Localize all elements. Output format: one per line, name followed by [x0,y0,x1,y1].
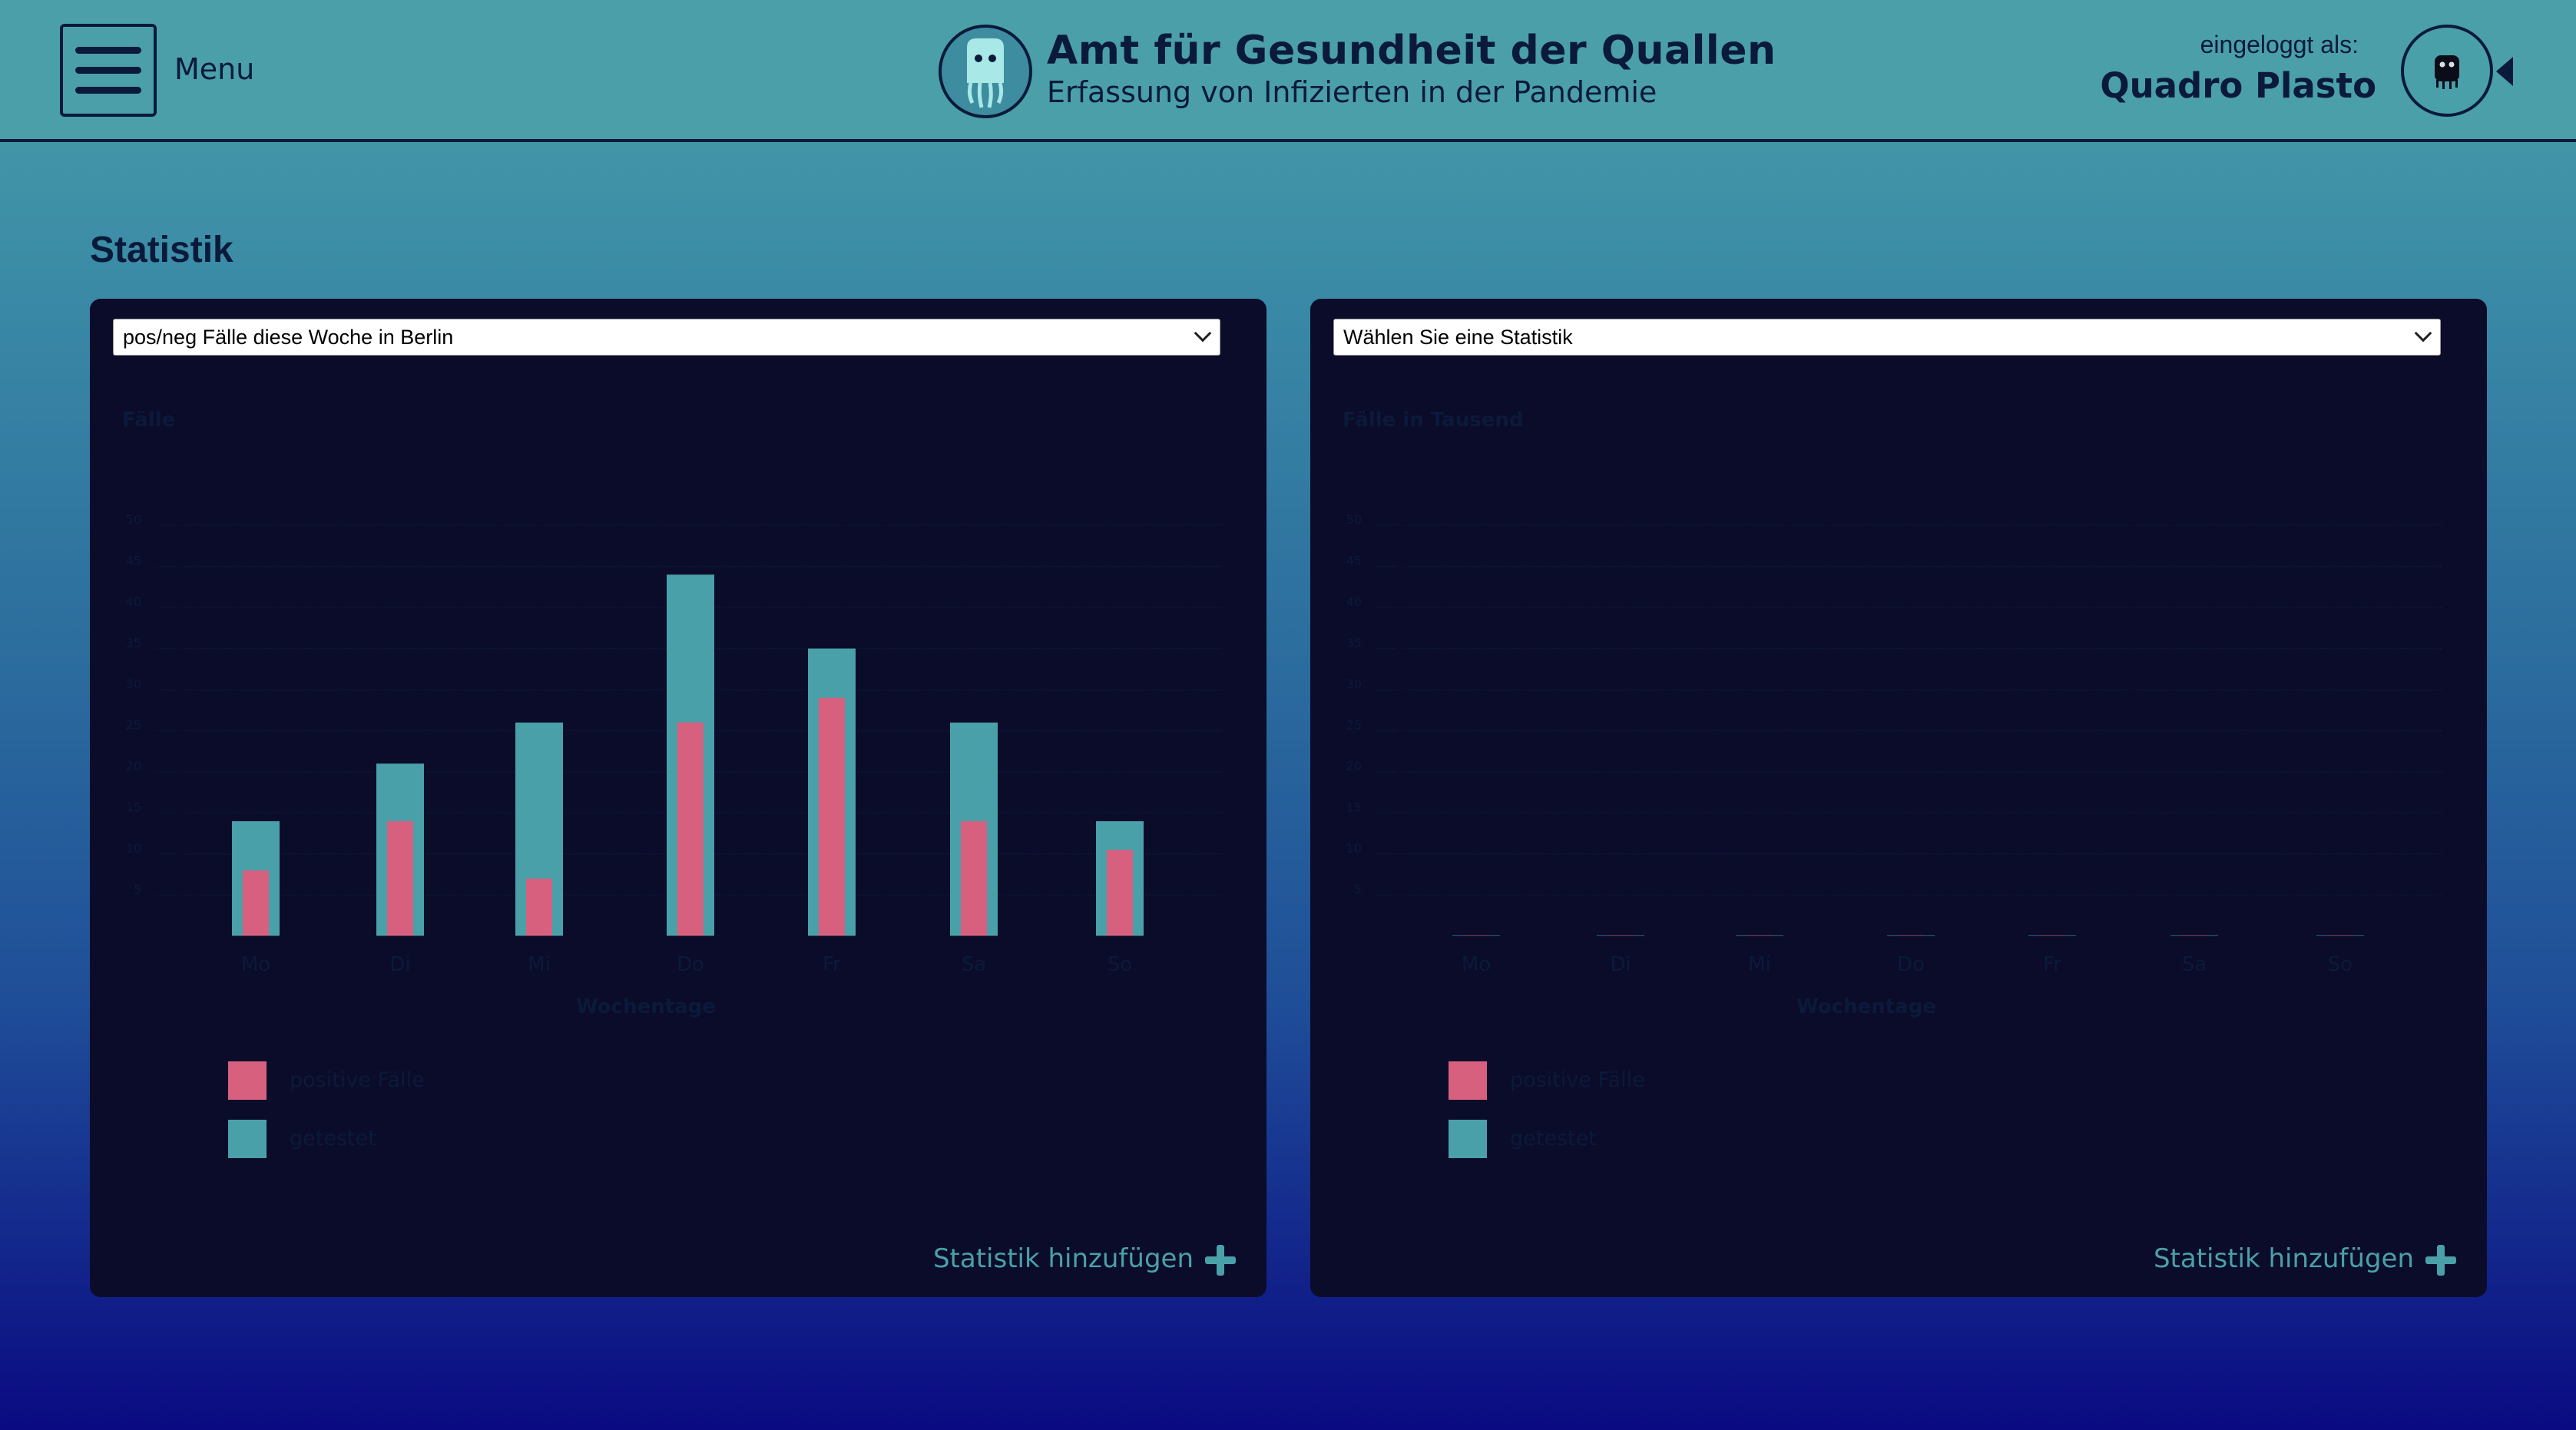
select-value: pos/neg Fälle diese Woche in Berlin [123,326,454,349]
bar-positive [387,821,413,936]
chart-area: Fälle in Tausend 5 10 15 20 25 30 35 40 45 50 Mo Di M… [1313,376,2484,1225]
y-tick-label: 15 [1346,800,1362,815]
y-tick-label: 30 [126,677,141,691]
x-tick-label: Do [677,953,704,976]
plus-icon[interactable] [2425,1245,2456,1276]
app-title: Amt für Gesundheit der Quallen [1047,28,1776,74]
legend-label: positive Fälle [1510,1068,1645,1092]
menu-line [75,67,141,74]
menu-label[interactable]: Menu [174,52,255,86]
legend-label: positive Fälle [290,1068,425,1092]
bar-positive [961,821,987,936]
top-bar: Menu Amt für Gesundheit der Quallen Erfa… [0,0,2576,142]
panel-header: pos/neg Fälle diese Woche in Berlin [90,299,1266,376]
legend-swatch [1449,1120,1487,1158]
y-tick-label: 5 [1354,882,1362,897]
y-tick-label: 20 [1346,759,1362,773]
legend-swatch [228,1120,267,1158]
x-tick-label: Mi [528,953,551,976]
statistic-panel: pos/neg Fälle diese Woche in Berlin Fäll… [90,299,1266,1297]
panel-footer: Statistik hinzufügen [1310,1225,2487,1297]
add-statistic-button[interactable]: Statistik hinzufügen [2153,1243,2414,1274]
x-tick-label: Do [1897,953,1925,976]
bar-positive [1463,935,1489,936]
user-avatar-icon[interactable] [2401,25,2493,117]
y-tick-label: 10 [126,841,141,856]
x-tick-label: Mi [1748,953,1771,976]
jellyfish-logo-icon [939,25,1032,118]
y-tick-label: 45 [126,554,141,568]
add-statistic-button[interactable]: Statistik hinzufügen [932,1243,1194,1274]
y-tick-label: 50 [1346,512,1362,527]
bar-positive [1107,849,1133,936]
chart-area: Fälle 5 10 15 20 25 30 35 40 45 50 Mo Di Mi Do Fr Sa So Wo… [93,376,1263,1225]
bar-positive [819,697,845,936]
user-name: Quadro Plasto [2100,65,2376,106]
bar-chart: Fälle 5 10 15 20 25 30 35 40 45 50 Mo Di Mi Do Fr Sa So Wo… [122,409,1221,1158]
y-tick-label: 20 [126,759,141,773]
login-label: eingeloggt als: [2200,31,2359,58]
x-tick-label: Mo [241,953,270,976]
bar-positive [1608,935,1634,936]
x-tick-label: Fr [2043,953,2061,976]
panel-footer: Statistik hinzufügen [90,1225,1266,1297]
bar-positive [2181,935,2207,936]
panel-header: Wählen Sie eine Statistik [1310,299,2487,376]
x-tick-label: So [1108,953,1132,976]
x-axis-label: Wochentage [1796,995,1936,1018]
x-tick-label: Di [1610,953,1631,976]
y-tick-label: 10 [1346,841,1362,856]
legend-swatch [228,1061,267,1100]
x-tick-label: So [2328,953,2353,976]
statistic-select[interactable]: pos/neg Fälle diese Woche in Berlin [113,319,1220,356]
x-tick-label: Di [389,953,410,976]
bar-chart: Fälle in Tausend 5 10 15 20 25 30 35 40 45 50 Mo Di M… [1343,409,2442,1158]
statistic-panel: Wählen Sie eine Statistik Fälle in Tause… [1310,299,2487,1297]
hamburger-menu-icon[interactable] [60,24,157,117]
bar-positive [1747,935,1773,936]
bar-positive [2327,935,2353,936]
y-tick-label: 50 [126,512,141,527]
x-axis-label: Wochentage [576,995,716,1018]
y-axis-label: Fälle in Tausend [1343,409,1523,432]
plus-icon[interactable] [1205,1245,1236,1276]
statistic-select[interactable]: Wählen Sie eine Statistik [1333,319,2441,356]
y-tick-label: 30 [1346,677,1362,691]
menu-line [75,87,141,94]
y-tick-label: 40 [126,594,141,609]
y-tick-label: 45 [1346,554,1362,568]
chevron-down-icon [1194,324,1212,343]
bar-positive [1898,935,1924,936]
bar-positive [526,879,552,936]
y-tick-label: 40 [1346,594,1362,609]
chevron-down-icon [2414,324,2432,343]
bar-positive [677,722,704,936]
x-tick-label: Mo [1462,953,1491,976]
section-title: Statistik [90,230,233,270]
x-tick-label: Sa [2182,953,2207,976]
x-tick-label: Sa [962,953,986,976]
select-value: Wählen Sie eine Statistik [1343,326,1573,349]
bar-positive [243,870,269,936]
y-tick-label: 15 [126,800,141,815]
y-tick-label: 25 [126,718,141,733]
y-axis-label: Fälle [122,409,175,432]
app-subtitle: Erfassung von Infizierten in der Pandemi… [1047,75,1657,109]
menu-line [75,47,141,54]
y-tick-label: 35 [126,636,141,650]
bar-positive [2039,935,2065,936]
caret-left-icon[interactable] [2496,57,2513,86]
legend-swatch [1449,1061,1487,1100]
y-tick-label: 35 [1346,636,1362,650]
y-tick-label: 5 [134,882,141,897]
legend-label: getestet [290,1127,376,1150]
x-tick-label: Fr [823,953,841,976]
y-tick-label: 25 [1346,718,1362,733]
legend-label: getestet [1510,1127,1597,1150]
